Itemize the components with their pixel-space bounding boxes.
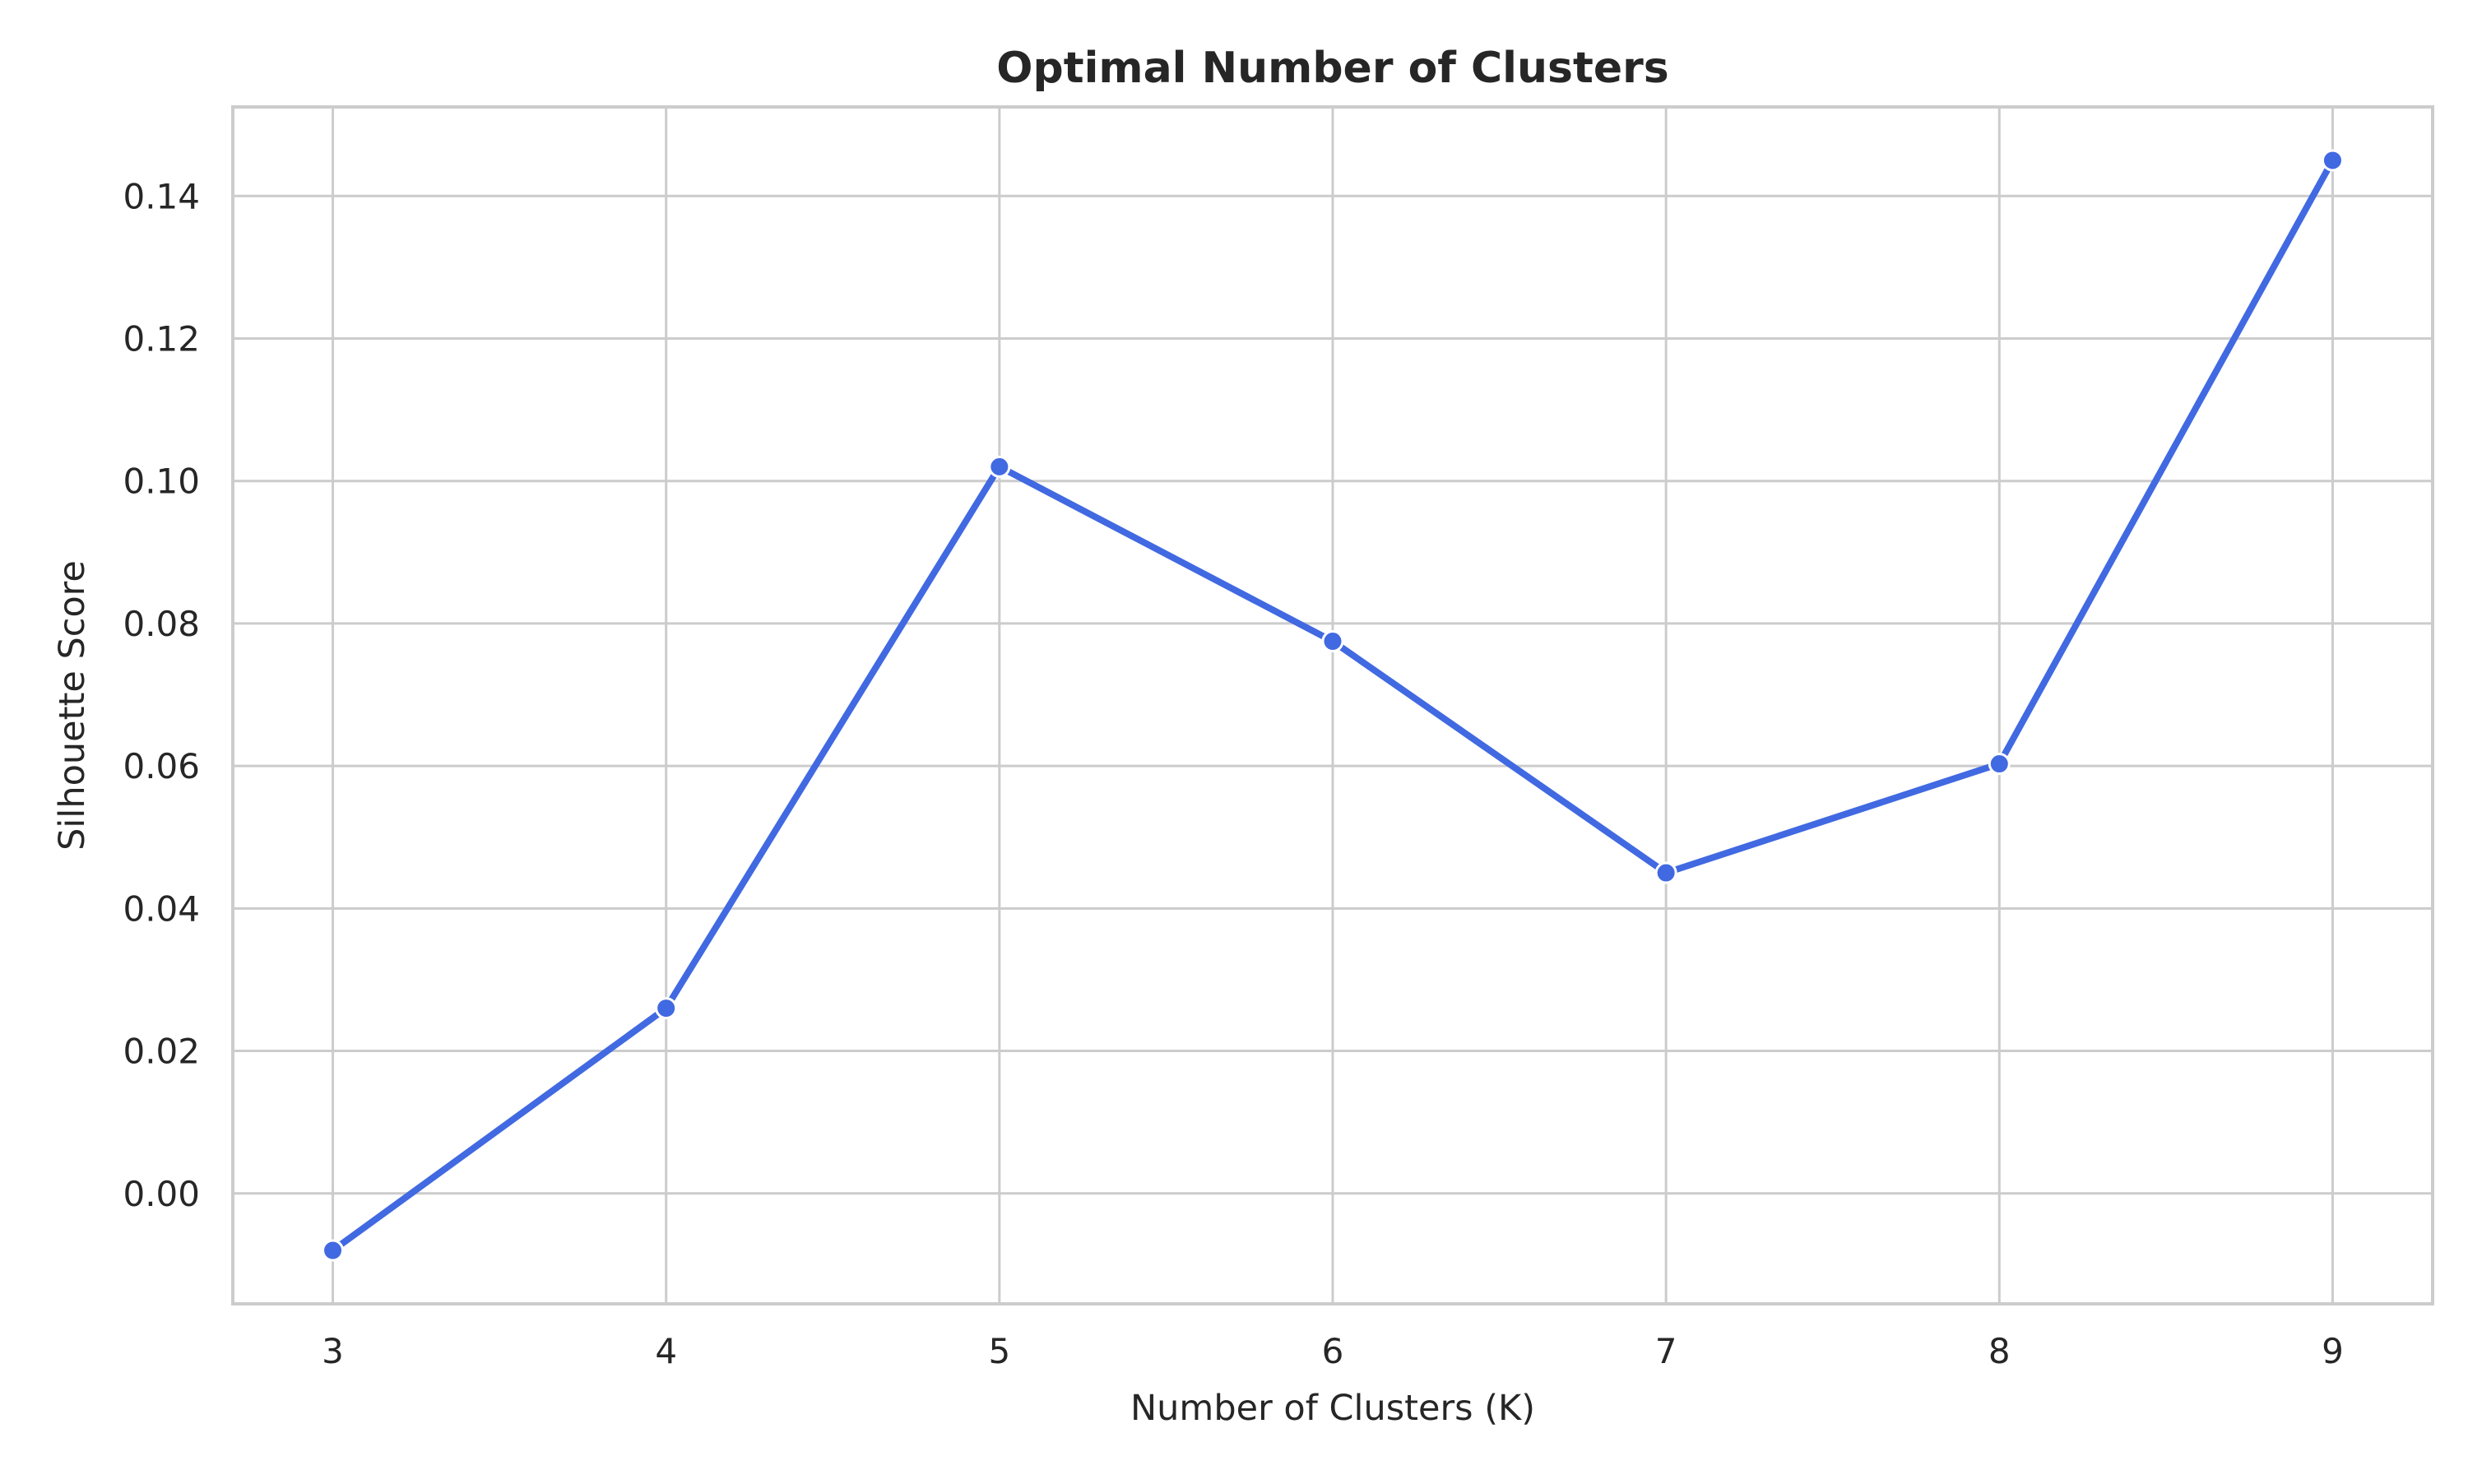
y-axis-label: Silhouette Score: [52, 560, 93, 851]
data-point: [2321, 149, 2344, 172]
y-tick-label: 0.00: [123, 1174, 200, 1214]
grid: [233, 107, 2433, 1304]
series-layer: [322, 149, 2344, 1262]
chart-title: Optimal Number of Clusters: [996, 44, 1668, 93]
data-point: [1988, 753, 2011, 776]
x-tick-label: 4: [655, 1331, 677, 1371]
data-point: [988, 455, 1011, 478]
x-tick-label: 5: [988, 1331, 1010, 1371]
y-tick-label: 0.14: [123, 176, 200, 216]
y-tick-label: 0.02: [123, 1032, 200, 1072]
x-tick-label: 3: [322, 1331, 344, 1371]
data-point: [322, 1239, 345, 1262]
y-tick-label: 0.12: [123, 318, 200, 359]
x-tick-label: 8: [1988, 1331, 2011, 1371]
y-tick-label: 0.04: [123, 888, 200, 929]
tick-labels: 3 4 5 6 7 8 9 0.00 0.02 0.04 0.06 0.08 0.10 0.12 0.14: [123, 176, 2343, 1371]
x-tick-label: 9: [2322, 1331, 2344, 1371]
data-point: [655, 997, 678, 1020]
x-tick-label: 6: [1322, 1331, 1344, 1371]
y-tick-label: 0.10: [123, 461, 200, 502]
x-axis-label: Number of Clusters (K): [1130, 1388, 1535, 1429]
data-point: [1321, 630, 1344, 653]
x-tick-label: 7: [1655, 1331, 1677, 1371]
plot-frame: [231, 105, 2434, 1305]
y-tick-label: 0.08: [123, 604, 200, 644]
data-point: [1654, 861, 1677, 884]
y-tick-label: 0.06: [123, 746, 200, 786]
